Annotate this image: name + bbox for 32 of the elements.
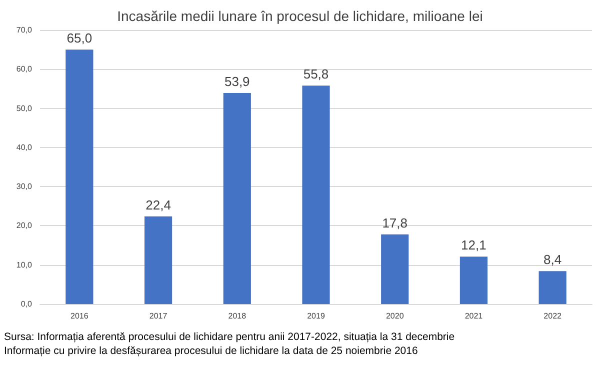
bar xyxy=(538,271,566,304)
bar xyxy=(66,50,94,304)
x-tick-label: 2016 xyxy=(70,312,89,320)
x-tick-label: 2022 xyxy=(544,312,562,320)
text: Informație cu privire la desfășurarea procesului de lichidare la data de 25 noiembrie 2016 xyxy=(4,344,419,358)
bar xyxy=(460,256,488,304)
data-label: 17,8 xyxy=(382,215,408,230)
data-label: 22,4 xyxy=(146,197,171,212)
data-label: 8,4 xyxy=(544,252,562,268)
data-label: 65,0 xyxy=(66,30,92,46)
data-label: 53,9 xyxy=(224,74,250,90)
data-label: 12,1 xyxy=(461,238,486,253)
y-tick-label: 60,0 xyxy=(16,64,33,74)
x-tick-label: 2017 xyxy=(149,312,168,320)
y-tick-label: 70,0 xyxy=(16,26,33,34)
y-tick-label: 0,0 xyxy=(20,300,33,308)
y-tick-label: 50,0 xyxy=(16,104,33,113)
x-tick-label: 2018 xyxy=(228,312,247,320)
x-tick-label: 2020 xyxy=(386,312,404,320)
y-tick-label: 30,0 xyxy=(16,182,33,192)
x-tick-label: 2021 xyxy=(464,312,484,320)
y-tick-label: 40,0 xyxy=(16,142,33,152)
y-tick-label: 20,0 xyxy=(16,221,33,230)
bar xyxy=(302,86,330,304)
bar xyxy=(144,216,172,304)
y-tick-label: 10,0 xyxy=(16,260,33,270)
data-label: 55,8 xyxy=(303,66,329,82)
text: Sursa: Informația aferentă procesului de lichidare pentru anii 2017-2022, situația la 31 decembrie xyxy=(4,330,456,344)
chart-title: Incasările medii lunare în procesul de lichidare, milioane lei xyxy=(117,8,483,24)
bar xyxy=(381,234,409,304)
x-tick-label: 2019 xyxy=(307,312,326,320)
bar xyxy=(223,93,251,304)
